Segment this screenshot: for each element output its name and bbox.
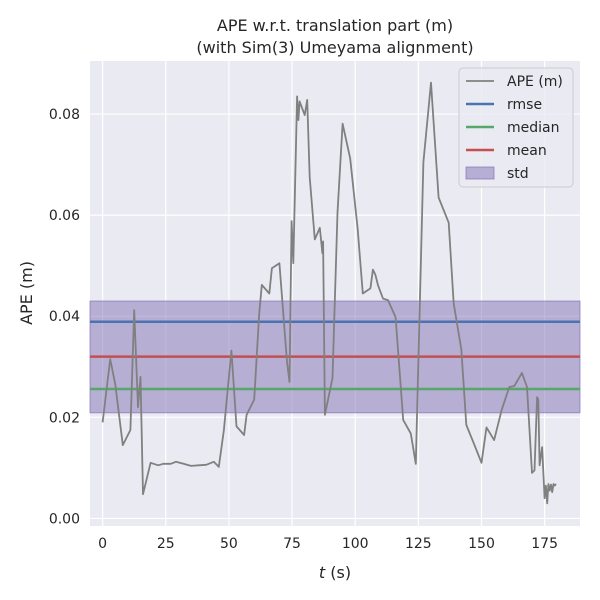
x-axis-label-unit: (s) [325,563,351,582]
chart-title-line-2: (with Sim(3) Umeyama alignment) [196,38,473,57]
legend: APE (m) rmse median mean std [458,67,574,188]
y-tick-labels: 0.00 0.02 0.04 0.06 0.08 [49,107,80,527]
legend-label: median [507,120,559,136]
x-axis-label: t (s) [319,563,351,582]
legend-label: rmse [507,97,542,113]
ape-series-line [101,81,557,505]
x-tick-label: 50 [220,536,238,552]
y-tick-label: 0.04 [49,309,80,325]
legend-label: APE (m) [507,74,563,90]
x-tick-label: 175 [531,536,558,552]
y-tick-label: 0.08 [49,107,80,123]
y-tick-label: 0.06 [49,208,80,224]
y-tick-label: 0.00 [49,511,80,527]
y-axis-label: APE (m) [17,261,36,325]
x-tick-labels: 0 25 50 75 100 125 150 175 [98,536,558,552]
x-tick-label: 25 [157,536,175,552]
legend-box [458,67,574,188]
ape-series-layer [101,81,557,505]
x-axis-label-var: t [319,563,326,582]
legend-label: std [507,166,529,182]
x-tick-label: 75 [283,536,301,552]
chart-title-line-1: APE w.r.t. translation part (m) [217,16,453,35]
x-tick-label: 0 [98,536,107,552]
x-tick-label: 125 [405,536,432,552]
legend-label: mean [507,143,547,159]
x-tick-label: 150 [468,536,495,552]
x-tick-label: 100 [342,536,369,552]
y-tick-label: 0.02 [49,410,80,426]
legend-swatch [465,166,495,180]
